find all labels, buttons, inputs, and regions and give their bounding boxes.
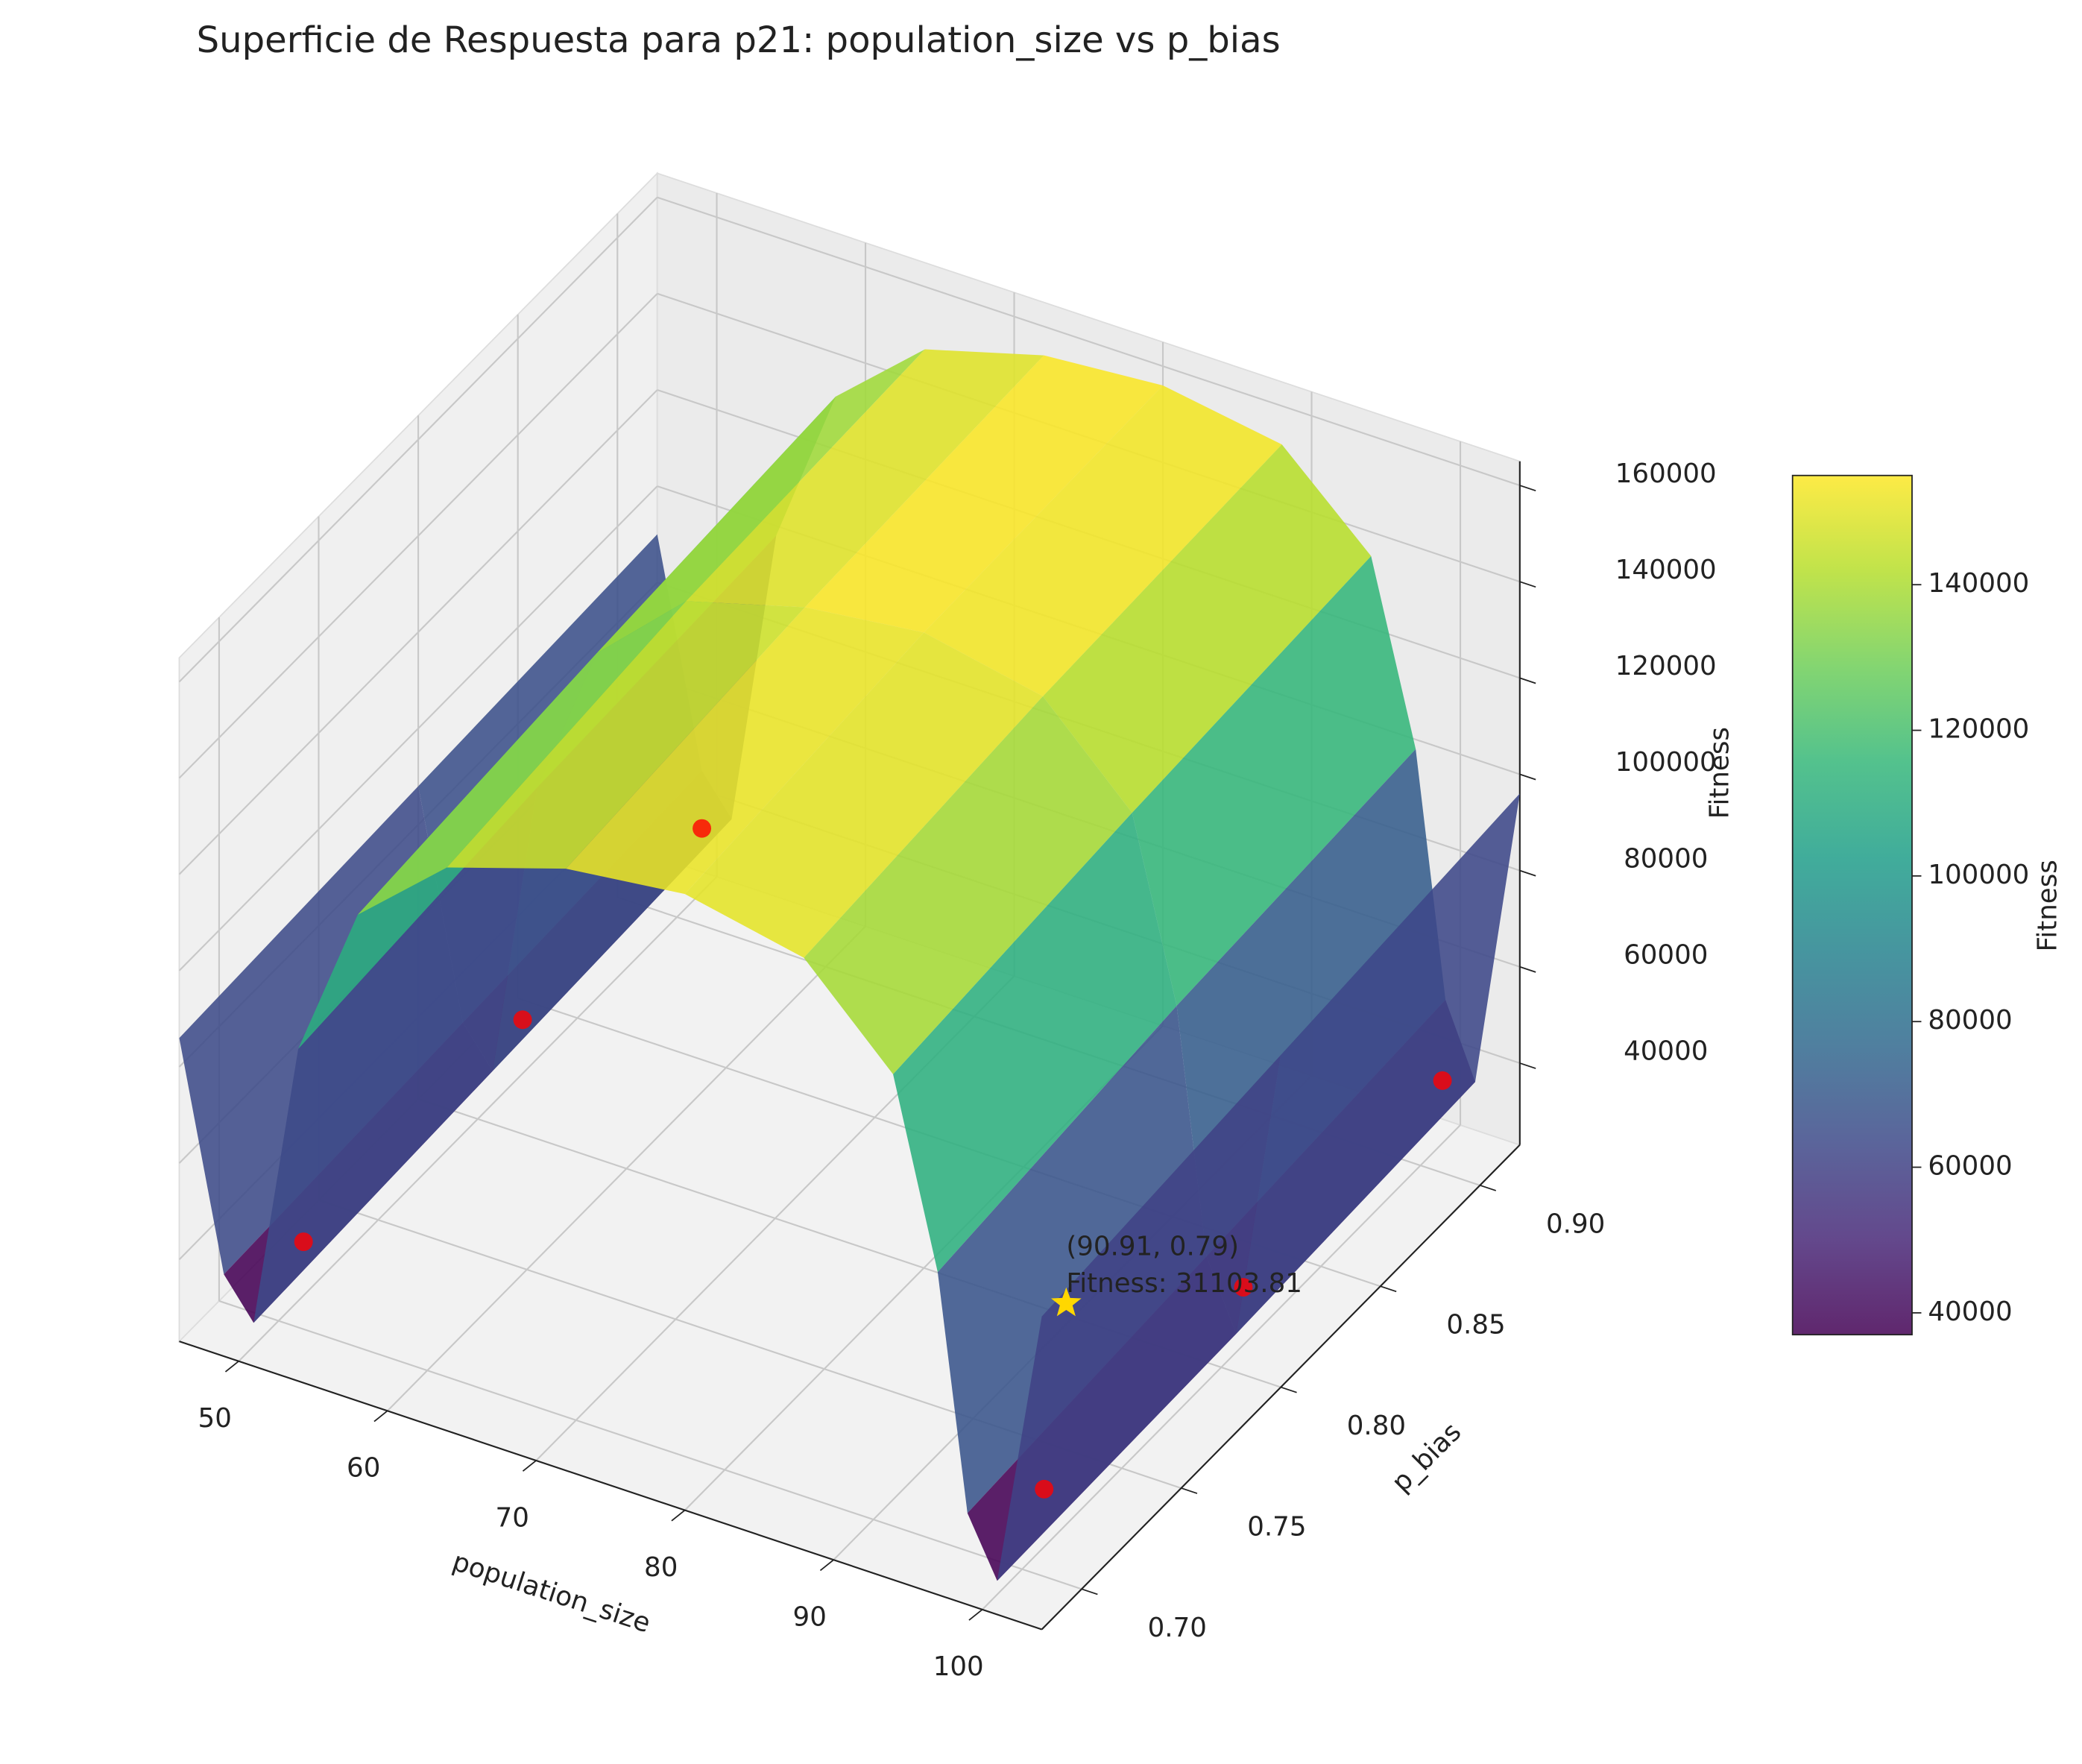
x-tick-label: 50 [198,1403,232,1434]
x-tick-label: 100 [933,1651,984,1682]
grid-line [178,485,658,971]
sample-point [513,1010,532,1030]
z-tick-label: 140000 [1615,555,1717,585]
y-tick-label: 0.90 [1546,1209,1605,1239]
z-tick-label: 80000 [1624,843,1708,874]
surface-face [596,349,925,654]
x-tick [224,1361,239,1373]
y-tick-label: 0.75 [1247,1511,1306,1542]
surface-face [1042,444,1372,813]
x-tick-label: 90 [793,1602,827,1633]
z-tick-label: 100000 [1615,747,1717,778]
z-tick [1519,869,1536,877]
x-tick [819,1559,834,1572]
x-tick [373,1410,388,1423]
y-tick-label: 0.85 [1446,1310,1505,1341]
colorbar-tick-label: 100000 [1928,860,2029,890]
colorbar [1791,474,1913,1336]
surface-face [447,601,805,869]
z-axis-label: Fitness [1705,727,1735,819]
grid-line [178,293,658,779]
z-tick-label: 120000 [1615,651,1717,681]
x-tick [671,1509,686,1522]
z-tick [1519,966,1536,973]
surface-face [684,632,1043,958]
grid-line [178,389,658,875]
surface-face [686,349,1044,608]
z-tick [1519,773,1536,781]
surface-face [937,1006,1207,1513]
y-tick-label: 0.80 [1347,1411,1406,1441]
colorbar-tick-label: 120000 [1928,714,2029,745]
grid-line [218,1300,1082,1590]
annotation: (90.91, 0.79) [1066,1231,1239,1261]
y-tick [1480,1184,1497,1191]
grid-line [657,196,1521,487]
colorbar-tick-label: 140000 [1928,568,2029,599]
z-tick-label: 60000 [1624,940,1708,971]
surface-face [893,813,1177,1273]
sample-point [294,1232,313,1252]
surface-face [1132,555,1416,1007]
chart-title: Superficie de Respuesta para p21: popula… [197,19,1281,61]
y-tick [1280,1386,1297,1393]
x-axis [179,1341,1042,1631]
colorbar-tick-label: 40000 [1928,1297,2012,1327]
y-tick-label: 0.70 [1148,1613,1207,1643]
surface-face [1236,793,1520,1334]
surface-face [566,607,924,895]
y-tick [1380,1285,1397,1293]
x-tick-label: 80 [644,1552,678,1583]
colorbar-tick-label: 60000 [1928,1151,2012,1182]
surface-face [804,355,1164,633]
sample-point [693,819,712,838]
x-tick-label: 60 [347,1453,380,1484]
y-axis [1041,1144,1521,1631]
surface-face [924,385,1282,696]
z-tick [1519,1062,1536,1069]
surface-face [997,1055,1281,1581]
best-point [1051,1287,1082,1317]
z-tick-label: 40000 [1624,1036,1708,1067]
grid-line [178,196,658,683]
y-tick [1181,1487,1198,1494]
annotation: Fitness: 31103.81 [1066,1268,1302,1299]
z-tick [1519,581,1536,588]
sample-point [1035,1479,1054,1499]
colorbar-tick-label: 80000 [1928,1005,2012,1036]
x-tick [522,1460,537,1472]
x-axis-label: population_size [449,1546,654,1639]
y-tick [1081,1588,1098,1596]
x-tick-label: 70 [496,1502,529,1533]
z-tick [1519,677,1536,684]
x-tick [968,1609,983,1621]
z-tick-label: 160000 [1615,459,1717,489]
surface-face [804,696,1132,1074]
z-tick [1519,485,1536,492]
sample-point [1433,1071,1452,1090]
colorbar-label: Fitness [2032,860,2063,951]
sample-point [1234,1278,1253,1297]
surface-face [253,787,537,1323]
surface-face [357,601,687,915]
